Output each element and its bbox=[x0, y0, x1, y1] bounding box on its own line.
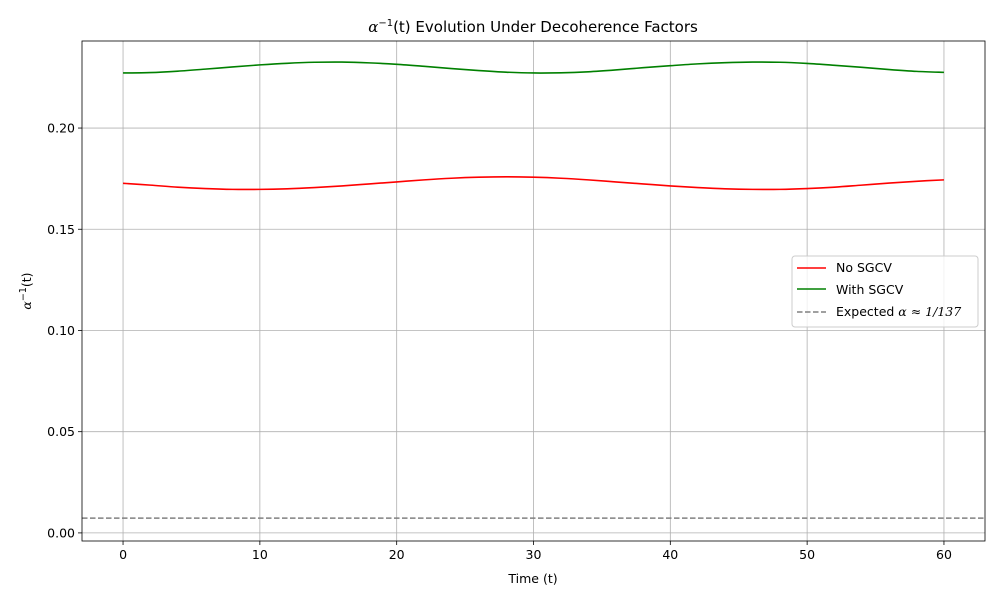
chart-title: α−1(t) Evolution Under Decoherence Facto… bbox=[368, 18, 698, 36]
x-tick-label: 20 bbox=[389, 547, 405, 562]
y-tick-label: 0.15 bbox=[47, 222, 75, 237]
x-tick-label: 30 bbox=[526, 547, 542, 562]
x-tick-label: 0 bbox=[119, 547, 127, 562]
x-tick-label: 50 bbox=[799, 547, 815, 562]
y-tick-label: 0.05 bbox=[47, 424, 75, 439]
y-tick-label: 0.00 bbox=[47, 525, 75, 540]
legend-label-expected: Expected α ≈ 1/137 bbox=[836, 304, 961, 319]
y-axis-label: α−1(t) bbox=[18, 272, 34, 309]
with-sgcv-line bbox=[123, 61, 944, 74]
no-sgcv-line bbox=[122, 176, 944, 191]
series-layer bbox=[82, 61, 985, 519]
x-axis-label: Time (t) bbox=[507, 571, 557, 586]
legend-box bbox=[791, 255, 979, 328]
x-tick-label: 60 bbox=[936, 547, 952, 562]
x-tick-label: 40 bbox=[662, 547, 678, 562]
tick-layer: 0 10 20 30 40 50 60 0.00 0.05 0.10 0.15 0.20 bbox=[47, 121, 952, 562]
y-tick-label: 0.20 bbox=[47, 121, 75, 136]
y-tick-label: 0.10 bbox=[47, 323, 75, 338]
x-tick-label: 10 bbox=[252, 547, 268, 562]
legend: No SGCV With SGCV Expected α ≈ 1/137 bbox=[791, 255, 979, 328]
legend-label-no-sgcv: No SGCV bbox=[836, 260, 892, 275]
legend-label-with-sgcv: With SGCV bbox=[836, 282, 904, 297]
